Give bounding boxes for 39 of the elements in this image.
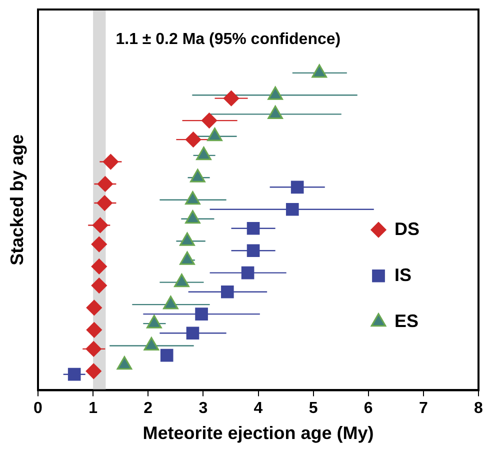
point [86,322,102,338]
x-tick-label: 2 [144,400,153,418]
x-tick-label: 8 [474,400,484,418]
x-tick-label: 6 [364,400,373,418]
x-tick-label: 0 [34,400,43,418]
point [186,326,200,340]
x-tick-label: 7 [418,400,428,418]
y-axis-title: Stacked by age [6,134,27,266]
point [241,266,254,280]
point [290,180,304,194]
legend-label: DS [394,218,420,239]
point [246,222,260,235]
point [286,202,299,216]
x-tick-label: 4 [254,400,263,418]
point [68,368,81,381]
point [221,285,234,298]
point [224,90,240,106]
point [86,300,102,316]
point [86,341,102,357]
x-tick-label: 1 [88,400,98,418]
x-tick-label: 5 [308,400,318,418]
point [86,363,102,379]
point [96,195,112,211]
point [97,176,113,192]
point [102,154,118,170]
point [186,132,202,148]
x-axis-title: Meteorite ejection age (My) [142,423,374,444]
point [91,236,107,252]
x-tick-label: 3 [198,400,208,418]
point [91,258,107,274]
point [246,244,260,258]
point [195,308,208,320]
legend-label: IS [394,264,412,285]
legend-label: ES [394,310,419,331]
point [91,278,107,294]
band-label: 1.1 ± 0.2 Ma (95% confidence) [116,30,341,48]
point [160,348,174,362]
point [201,112,217,128]
point [92,217,108,233]
